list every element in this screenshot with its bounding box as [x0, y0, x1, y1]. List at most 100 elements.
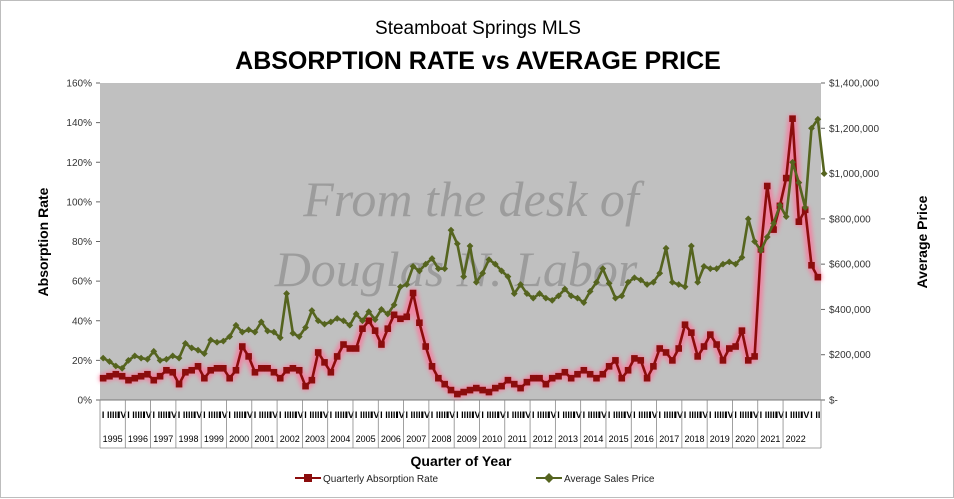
absorption-point [744, 357, 752, 364]
quarter-label: I [178, 410, 181, 420]
quarter-label: III [669, 410, 677, 420]
price-point [687, 242, 695, 250]
price-point [814, 115, 822, 123]
quarter-label: II [714, 410, 719, 420]
price-point [314, 317, 322, 325]
quarter-label: I [405, 410, 408, 420]
absorption-point [327, 368, 335, 376]
absorption-point [99, 374, 107, 382]
absorption-point [454, 390, 461, 398]
price-point [460, 273, 468, 280]
quarter-label: II [790, 410, 795, 420]
price-point [649, 278, 657, 286]
quarter-label: IV [700, 410, 709, 420]
quarter-label: III [795, 410, 803, 420]
absorption-point [194, 363, 202, 370]
y-right-tick-label: $800,000 [829, 214, 871, 225]
watermark-line-1: From the desk of [302, 171, 645, 227]
absorption-point [593, 374, 600, 382]
price-point [226, 333, 234, 340]
quarter-label: I [304, 410, 307, 420]
price-point [637, 276, 645, 284]
quarter-label: III [441, 410, 449, 420]
absorption-point [365, 317, 373, 325]
absorption-point [555, 372, 562, 380]
price-point [169, 352, 177, 360]
year-label: 2003 [305, 434, 325, 444]
absorption-point [308, 376, 316, 384]
absorption-point [226, 374, 233, 382]
price-point [510, 290, 518, 297]
absorption-point [118, 372, 126, 380]
quarter-label: II [259, 410, 264, 420]
price-point [675, 281, 683, 288]
quarter-label: II [739, 410, 744, 420]
absorption-point [763, 182, 771, 190]
absorption-point [669, 357, 676, 364]
year-label: 2002 [280, 434, 300, 444]
price-point [668, 278, 676, 286]
price-point [599, 265, 607, 273]
price-point [643, 281, 651, 288]
year-label: 1997 [153, 434, 173, 444]
price-point [346, 321, 354, 329]
price-point [371, 316, 379, 324]
year-label: 2015 [609, 434, 629, 444]
quarter-label: I [734, 410, 737, 420]
quarter-label: IV [194, 410, 203, 420]
year-label: 1996 [128, 434, 148, 444]
absorption-point [435, 374, 442, 382]
quarter-label: III [517, 410, 525, 420]
absorption-point [188, 366, 196, 374]
year-label: 2020 [735, 434, 755, 444]
absorption-point [650, 363, 657, 370]
year-label: 2013 [558, 434, 578, 444]
quarter-label: IV [725, 410, 734, 420]
quarter-label: IV [472, 410, 481, 420]
absorption-point [251, 368, 259, 376]
price-point [789, 158, 796, 166]
absorption-point [808, 261, 815, 269]
quarter-label: IV [599, 410, 608, 420]
quarter-label: IV [421, 410, 430, 420]
quarter-label: I [583, 410, 586, 420]
price-point [327, 318, 335, 326]
price-point [820, 170, 828, 177]
price-point [302, 324, 309, 331]
quarter-label: II [385, 410, 390, 420]
quarter-label: I [380, 410, 383, 420]
quarter-label: IV [447, 410, 456, 420]
price-point [188, 344, 196, 352]
price-point [498, 267, 506, 275]
y-right-tick-label: $1,400,000 [829, 79, 879, 90]
year-label: 1995 [103, 434, 123, 444]
absorption-point [207, 366, 214, 374]
price-point [795, 179, 803, 187]
absorption-point [498, 382, 505, 390]
quarter-label: I [153, 410, 156, 420]
price-point [238, 328, 246, 336]
absorption-point [523, 378, 531, 386]
absorption-point [700, 343, 708, 350]
price-point [283, 290, 290, 297]
y-axis-right-title: Average Price [914, 195, 930, 288]
price-point [593, 278, 600, 286]
absorption-point [428, 363, 436, 370]
absorption-point [789, 115, 796, 122]
quarter-label: I [785, 410, 788, 420]
quarter-label: IV [295, 410, 304, 420]
price-point [144, 355, 151, 363]
quarter-label: III [770, 410, 778, 420]
price-point [251, 328, 259, 336]
quarter-label: IV [168, 410, 177, 420]
year-label: 2012 [533, 434, 553, 444]
absorption-point [605, 363, 613, 370]
price-point [99, 354, 107, 362]
year-label: 2017 [659, 434, 679, 444]
quarter-label: IV [573, 410, 582, 420]
quarter-label: III [390, 410, 398, 420]
price-point [732, 260, 740, 268]
quarter-label: IV [244, 410, 253, 420]
absorption-point [631, 355, 638, 362]
